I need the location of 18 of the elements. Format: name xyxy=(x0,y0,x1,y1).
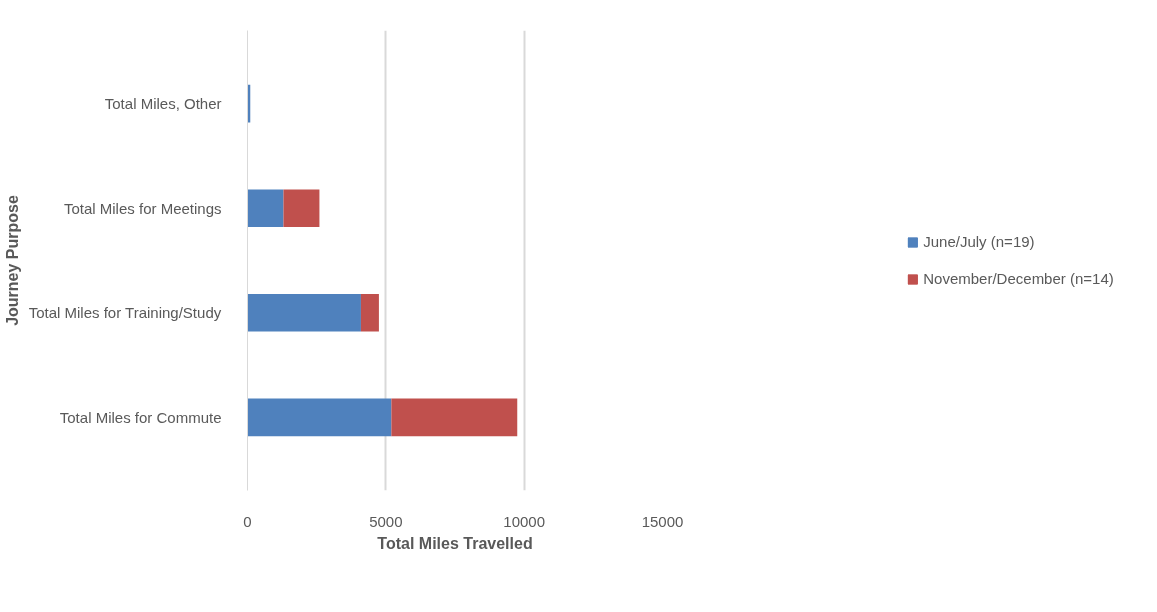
y-tick-label: Total Miles, Other xyxy=(104,95,222,113)
x-axis-title: Total Miles Travelled xyxy=(377,534,533,552)
bar xyxy=(247,398,392,437)
x-tick-label: 5000 xyxy=(369,512,403,530)
legend-label: November/December (n=14) xyxy=(923,270,1114,287)
bar xyxy=(283,189,320,228)
y-tick-label: Total Miles for Commute xyxy=(59,408,222,426)
legend-label: June/July (n=19) xyxy=(923,233,1035,250)
bar xyxy=(391,398,518,437)
y-tick-label: Total Miles for Training/Study xyxy=(28,304,222,322)
x-tick-label: 10000 xyxy=(503,512,546,530)
bar xyxy=(247,189,284,228)
x-tick-label: 15000 xyxy=(641,512,684,530)
bar xyxy=(247,293,361,332)
y-axis-title: Journey Purpose xyxy=(3,195,21,326)
bar xyxy=(360,293,379,332)
y-tick-label: Total Miles for Meetings xyxy=(63,199,222,217)
x-tick-label: 0 xyxy=(243,512,252,530)
